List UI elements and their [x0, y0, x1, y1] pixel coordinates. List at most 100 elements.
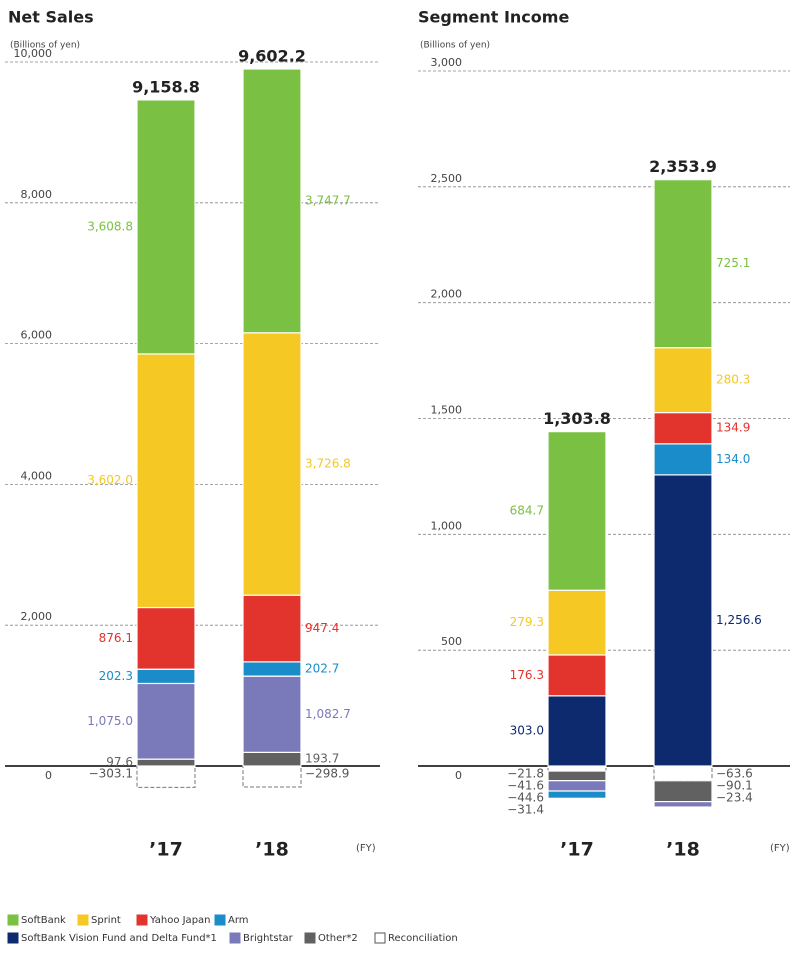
data-label: −31.4 [507, 803, 544, 817]
data-label: −90.1 [716, 779, 753, 793]
legend-label: Yahoo Japan [149, 915, 211, 926]
axis-unit: (Billions of yen) [420, 41, 490, 51]
bar-segment [242, 661, 302, 677]
bar-segment [242, 68, 302, 334]
data-label: 947.4 [305, 621, 339, 635]
data-label: 3,747.7 [305, 193, 351, 207]
x-tick-label: ’18 [666, 839, 700, 861]
data-label: 193.7 [305, 752, 339, 766]
data-label: 725.1 [716, 256, 750, 270]
data-label: 280.3 [716, 373, 750, 387]
data-label: 1,256.6 [716, 613, 762, 627]
bar-segment [242, 594, 302, 663]
reconciliation-bar [547, 765, 607, 772]
legend-swatch [229, 932, 241, 944]
legend-label: SoftBank Vision Fund and Delta Fund*1 [21, 933, 217, 944]
y-tick-label: 0 [45, 769, 52, 782]
legend-label: Reconciliation [388, 933, 458, 944]
bar-segment [547, 770, 607, 782]
bar-segment [136, 606, 196, 670]
y-tick-label: 0 [455, 769, 462, 782]
bar-segment [242, 675, 302, 753]
legend-swatch [304, 932, 316, 944]
bar-segment [653, 801, 713, 808]
data-label: 97.6 [106, 755, 133, 769]
bar-segment [547, 695, 607, 767]
legend-swatch [374, 932, 386, 944]
data-label: 202.7 [305, 662, 339, 676]
y-tick-label: 3,000 [431, 56, 463, 69]
y-tick-label: 10,000 [14, 47, 53, 60]
data-label: −23.4 [716, 791, 753, 805]
data-label: 303.0 [510, 723, 544, 737]
x-tick-label: ’17 [149, 839, 183, 861]
data-label: 684.7 [510, 503, 544, 517]
x-axis-label: (FY) [356, 843, 376, 854]
legend-swatch [7, 914, 19, 926]
data-label: 3,602.0 [87, 473, 133, 487]
data-label: 134.0 [716, 452, 750, 466]
legend-swatch [77, 914, 89, 926]
x-axis-label: (FY) [770, 843, 790, 854]
y-tick-label: 2,000 [21, 610, 53, 623]
data-label: 1,082.7 [305, 707, 351, 721]
total-label: 9,602.2 [238, 46, 306, 65]
bar-segment [136, 353, 196, 609]
y-tick-label: 4,000 [21, 469, 53, 482]
axis-unit: (Billions of yen) [10, 41, 80, 51]
chart-title: Net Sales [8, 8, 94, 27]
y-tick-label: 1,000 [431, 519, 463, 532]
bar-segment [136, 758, 196, 767]
bar-segment [547, 790, 607, 799]
legend-swatch [136, 914, 148, 926]
legend-label: Brightstar [243, 933, 294, 944]
data-label: 279.3 [510, 615, 544, 629]
bar-segment [242, 332, 302, 596]
data-label: 134.9 [716, 421, 750, 435]
bar-segment [136, 99, 196, 355]
data-label: −298.9 [305, 767, 349, 781]
bar-segment [242, 751, 302, 767]
data-label: 3,608.8 [87, 219, 133, 233]
y-tick-label: 8,000 [21, 188, 53, 201]
bar-segment [653, 474, 713, 767]
bar-segment [653, 780, 713, 803]
total-label: 2,353.9 [649, 157, 717, 176]
x-tick-label: ’17 [560, 839, 594, 861]
data-label: 3,726.8 [305, 456, 351, 470]
bar-segment [653, 443, 713, 476]
bar-segment [547, 431, 607, 591]
bar-segment [136, 682, 196, 760]
data-label: 176.3 [510, 668, 544, 682]
x-tick-label: ’18 [255, 839, 289, 861]
y-tick-label: 500 [441, 635, 462, 648]
legend-label: Arm [228, 915, 249, 926]
data-label: −44.6 [507, 791, 544, 805]
data-label: −303.1 [89, 767, 133, 781]
total-label: 1,303.8 [543, 409, 611, 428]
bar-segment [547, 589, 607, 656]
legend-label: Other*2 [318, 933, 358, 944]
bar-segment [547, 780, 607, 792]
chart-title: Segment Income [418, 8, 569, 27]
y-tick-label: 2,500 [431, 172, 463, 185]
y-tick-label: 6,000 [21, 329, 53, 342]
legend-swatch [7, 932, 19, 944]
reconciliation-bar [242, 765, 302, 788]
bar-segment [136, 668, 196, 685]
bar-segment [547, 654, 607, 697]
data-label: 1,075.0 [87, 714, 133, 728]
y-tick-label: 2,000 [431, 288, 463, 301]
data-label: 876.1 [99, 631, 133, 645]
reconciliation-bar [653, 765, 713, 782]
y-tick-label: 1,500 [431, 404, 463, 417]
bar-segment [653, 411, 713, 445]
legend-label: SoftBank [21, 915, 66, 926]
total-label: 9,158.8 [132, 77, 200, 96]
data-label: −63.6 [716, 767, 753, 781]
data-label: 202.3 [99, 669, 133, 683]
data-label: −41.6 [507, 779, 544, 793]
data-label: −21.8 [507, 767, 544, 781]
bar-segment [653, 347, 713, 414]
